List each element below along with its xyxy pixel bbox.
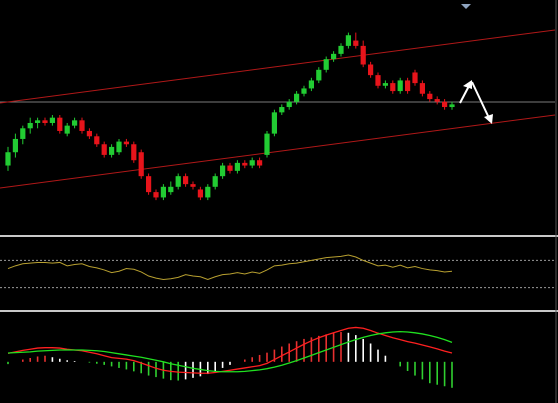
candle-body	[197, 189, 203, 198]
candle-body	[338, 45, 344, 54]
candle-body	[49, 117, 55, 123]
channel-upper-line[interactable]	[0, 29, 556, 104]
candle-body	[101, 144, 107, 155]
candle-body	[27, 122, 33, 129]
candle-body	[397, 80, 403, 92]
candle-body	[109, 146, 115, 155]
candle-body	[175, 176, 181, 187]
candle-body	[242, 162, 248, 166]
candle-body	[79, 120, 85, 131]
candle-body	[257, 160, 263, 166]
candle-body	[205, 186, 211, 198]
arrow-up-head	[463, 80, 472, 89]
candle-body	[183, 176, 189, 185]
candle-body	[160, 186, 166, 198]
candle-body	[249, 160, 255, 166]
macd-fast-line	[7, 326, 453, 374]
candle-body	[20, 128, 26, 139]
candle-body	[123, 141, 129, 145]
candle-body	[220, 165, 226, 177]
candle-body	[382, 83, 388, 86]
candle-body	[168, 186, 174, 193]
candle-body	[427, 93, 433, 100]
candle-body	[12, 138, 18, 153]
candle-body	[316, 69, 322, 81]
arrow-down-stroke	[471, 81, 490, 119]
candle-body	[94, 136, 100, 145]
candle-body	[331, 53, 337, 60]
candle-body	[5, 152, 11, 166]
candle-body	[72, 120, 78, 126]
channel-lower-line[interactable]	[0, 114, 556, 189]
candle-body	[35, 120, 41, 123]
candle-body	[279, 107, 285, 113]
candle-body	[301, 88, 307, 94]
price-panel	[0, 4, 556, 201]
candle-body	[375, 75, 381, 86]
candle-body	[42, 120, 48, 123]
candle-body	[419, 83, 425, 94]
candle-body	[153, 192, 159, 198]
candle-body	[308, 80, 314, 89]
oscillator-panel	[0, 254, 555, 289]
candle-body	[390, 83, 396, 92]
oscillator-line	[7, 254, 453, 280]
candle-body	[412, 72, 418, 84]
candle-body	[146, 176, 152, 193]
macd-slow-line	[7, 331, 453, 373]
candle-body	[405, 80, 411, 92]
candle-body	[227, 165, 233, 171]
candle-body	[294, 93, 300, 102]
projection-arrows[interactable]	[459, 80, 493, 124]
candles	[5, 32, 455, 201]
candle-body	[360, 45, 366, 65]
candle-body	[442, 101, 448, 108]
candle-body	[138, 152, 144, 177]
candle-body	[271, 112, 277, 134]
candle-body	[234, 162, 240, 171]
candle-body	[449, 104, 455, 108]
candle-body	[434, 99, 440, 102]
macd-panel	[7, 326, 453, 388]
candle-body	[131, 144, 137, 161]
candle-body	[212, 176, 218, 187]
candle-body	[368, 64, 374, 76]
candle-body	[345, 35, 351, 46]
candle-body	[64, 125, 70, 134]
candle-body	[190, 184, 196, 187]
candle-body	[353, 40, 359, 46]
candle-body	[86, 130, 92, 137]
candle-body	[264, 133, 270, 155]
candle-body	[323, 59, 329, 70]
candle-body	[286, 101, 292, 108]
candle-body	[57, 117, 63, 131]
scroll-position-marker[interactable]	[461, 4, 471, 9]
candle-body	[116, 141, 122, 153]
arrow-down-head	[484, 114, 493, 124]
